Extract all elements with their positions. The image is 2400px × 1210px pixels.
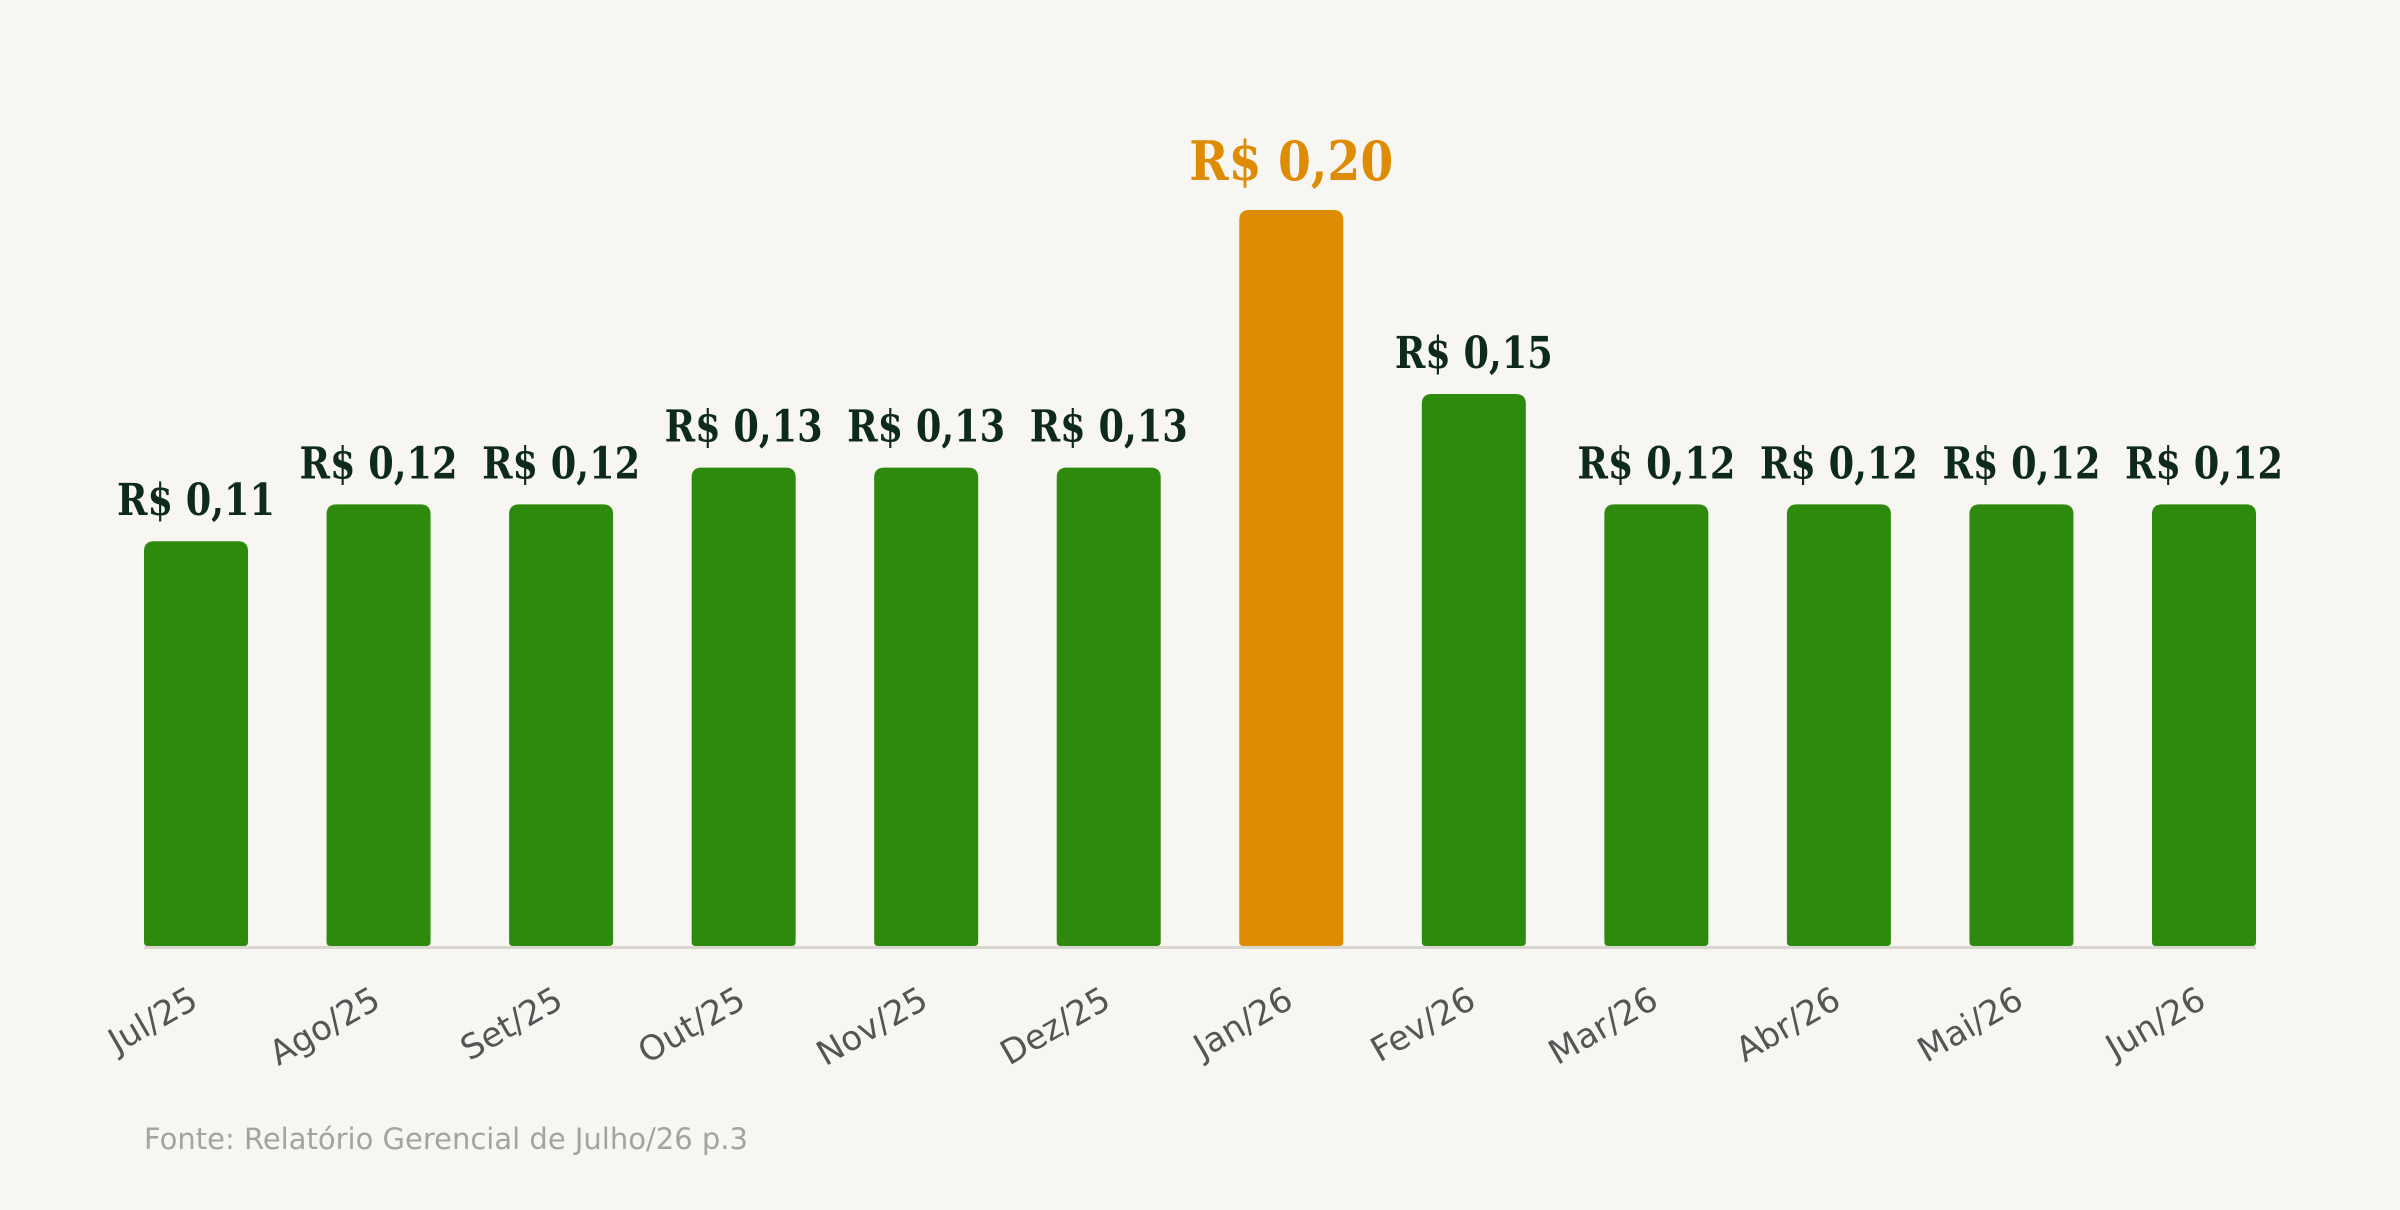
value-label: R$ 0,11 (117, 475, 275, 526)
x-tick-label: Mar/26 (1542, 979, 1665, 1073)
x-tick-label: Jan/26 (1185, 979, 1300, 1068)
value-labels-layer: R$ 0,11 R$ 0,12 R$ 0,12 R$ 0,13 R$ 0,13 R$ 0,… (117, 129, 2283, 526)
bar-jun-26 (2152, 504, 2256, 946)
x-tick-label: Set/25 (454, 979, 570, 1069)
x-tick-label: Mai/26 (1911, 979, 2030, 1071)
value-label: R$ 0,12 (1577, 438, 1735, 489)
bar-jul-25 (144, 541, 248, 946)
value-label: R$ 0,13 (1030, 402, 1188, 453)
x-tick-label: Nov/25 (810, 979, 935, 1074)
x-tick-label: Ago/25 (263, 979, 387, 1074)
bar-mai-26 (1969, 504, 2074, 946)
x-tick-label: Dez/25 (994, 979, 1118, 1073)
x-tick-label: Jun/26 (2097, 979, 2212, 1069)
bar-mar-26 (1604, 504, 1709, 946)
x-tick-label: Out/25 (631, 979, 752, 1072)
value-label: R$ 0,13 (665, 402, 823, 453)
bar-out-25 (691, 467, 796, 946)
bar-set-25 (509, 504, 614, 946)
value-label: R$ 0,12 (1760, 438, 1918, 489)
bar-fev-26 (1421, 394, 1526, 946)
x-tick-labels-layer: Jul/25 Ago/25 Set/25 Out/25 Nov/25 Dez/25 Jan/… (100, 979, 2213, 1074)
x-tick-label: Jul/25 (100, 979, 205, 1063)
bars-layer (144, 210, 2256, 946)
value-label: R$ 0,15 (1395, 328, 1553, 379)
value-label: R$ 0,13 (847, 402, 1005, 453)
bar-dez-25 (1056, 467, 1161, 946)
value-label: R$ 0,12 (2125, 438, 2283, 489)
bar-nov-25 (874, 467, 979, 946)
value-label: R$ 0,20 (1189, 129, 1393, 193)
x-tick-label: Abr/26 (1729, 979, 1847, 1070)
value-label: R$ 0,12 (300, 438, 458, 489)
value-label: R$ 0,12 (1942, 438, 2100, 489)
source-note: Fonte: Relatório Gerencial de Julho/26 p… (144, 1122, 748, 1156)
bar-ago-25 (326, 504, 431, 946)
bar-abr-26 (1786, 504, 1891, 946)
value-label: R$ 0,12 (482, 438, 640, 489)
bar-jan-26 (1239, 210, 1344, 946)
x-tick-label: Fev/26 (1364, 979, 1482, 1070)
